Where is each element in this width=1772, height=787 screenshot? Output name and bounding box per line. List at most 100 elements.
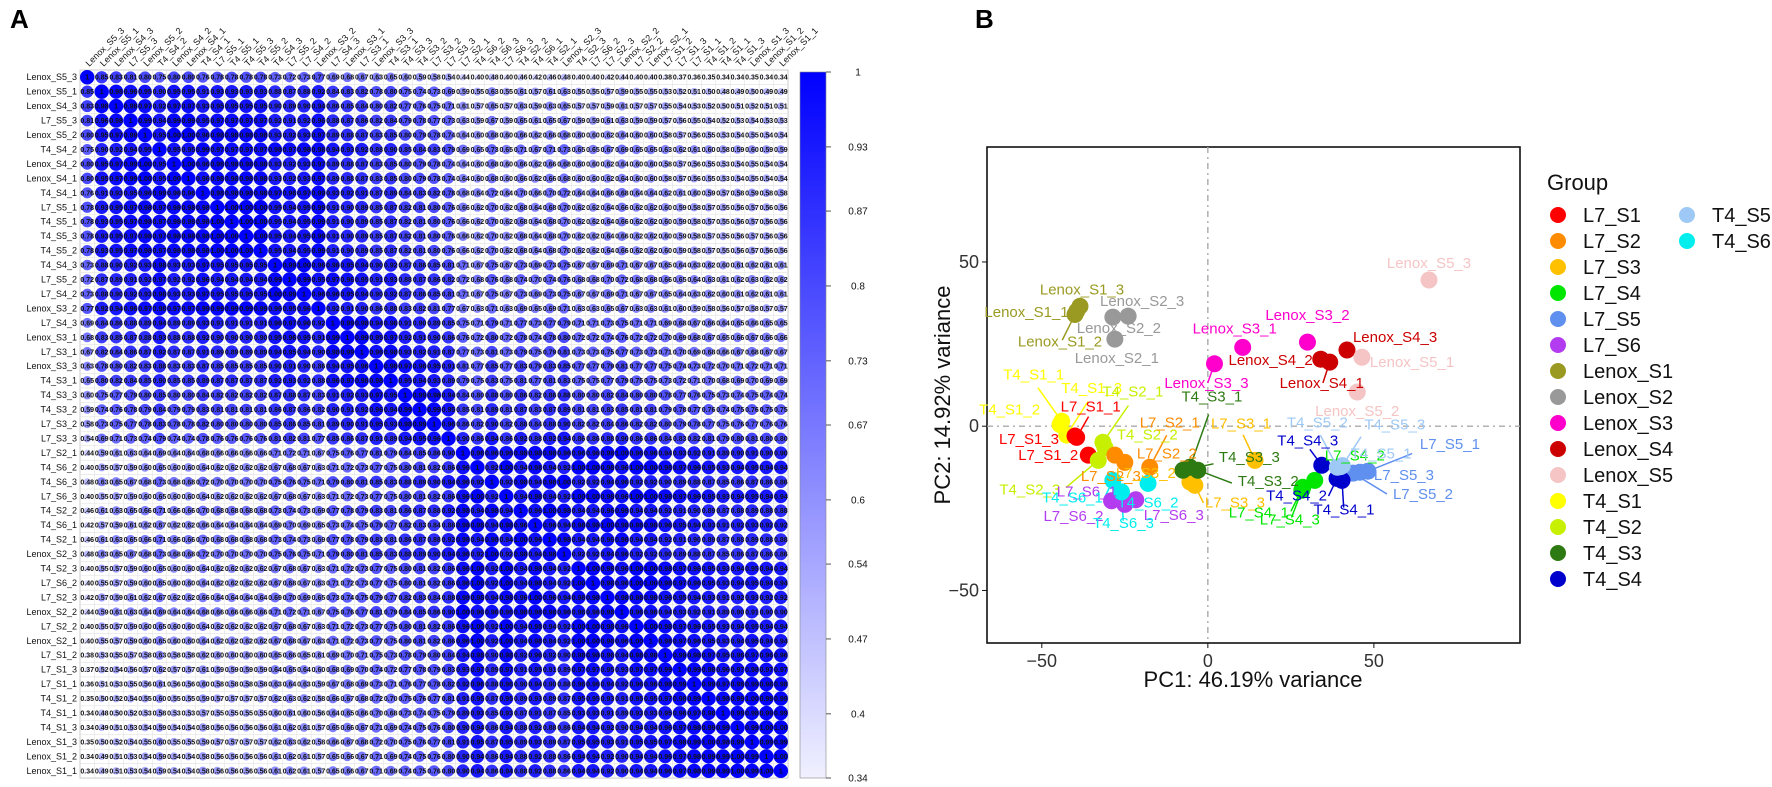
correlation-value: 0.62	[283, 725, 297, 732]
correlation-value: 0.75	[471, 378, 485, 385]
correlation-value: 0.92	[341, 393, 355, 400]
correlation-value: 0.96	[557, 450, 571, 457]
correlation-value: 0.74	[341, 595, 355, 602]
correlation-value: 0.98	[586, 595, 600, 602]
correlation-value: 0.92	[297, 378, 311, 385]
correlation-value: 0.68	[485, 176, 499, 183]
correlation-value: 0.87	[196, 364, 210, 371]
correlation-circle	[544, 173, 555, 184]
correlation-value: 0.56	[687, 176, 701, 183]
correlation-value: 0.69	[153, 450, 167, 457]
correlation-value: 0.72	[456, 277, 470, 284]
correlation-circle	[81, 85, 94, 98]
correlation-value: 0.62	[745, 291, 759, 298]
correlation-circle	[690, 102, 699, 111]
correlation-value: 1	[634, 624, 638, 631]
correlation-value: 0.54	[167, 725, 181, 732]
correlation-value: 0.77	[369, 580, 383, 587]
correlation-value: 0.99	[716, 754, 730, 761]
correlation-value: 0.88	[312, 378, 326, 385]
correlation-value: 0.78	[167, 422, 181, 429]
correlation-value: 0.62	[283, 754, 297, 761]
correlation-value: 0.95	[673, 595, 687, 602]
correlation-value: 0.97	[471, 667, 485, 674]
correlation-value: 0.62	[774, 277, 788, 284]
correlation-value: 0.92	[557, 566, 571, 573]
correlation-value: 0.94	[312, 104, 326, 111]
correlation-value: 0.80	[138, 75, 152, 82]
row-label: T4_S4_2	[40, 144, 77, 154]
correlation-value: 0.68	[138, 552, 152, 559]
correlation-value: 1	[114, 104, 118, 111]
correlation-value: 0.91	[341, 407, 355, 414]
correlation-value: 0.81	[124, 75, 138, 82]
correlation-value: 0.86	[774, 552, 788, 559]
correlation-value: 0.90	[210, 335, 224, 342]
correlation-value: 0.82	[210, 393, 224, 400]
correlation-value: 0.96	[658, 754, 672, 761]
correlation-value: 0.67	[297, 465, 311, 472]
correlation-value: 0.56	[312, 711, 326, 718]
correlation-value: 0.86	[630, 436, 644, 443]
correlation-value: 0.98	[384, 349, 398, 356]
correlation-value: 0.77	[413, 682, 427, 689]
correlation-circle	[283, 99, 296, 113]
correlation-value: 0.96	[456, 479, 470, 486]
correlation-value: 0.90	[760, 609, 774, 616]
correlation-value: 0.95	[745, 638, 759, 645]
correlation-circle	[340, 142, 355, 157]
correlation-value: 0.98	[485, 537, 499, 544]
correlation-value: 0.98	[572, 653, 586, 660]
correlation-value: 0.98	[138, 234, 152, 241]
correlation-value: 0.71	[268, 450, 282, 457]
correlation-value: 0.67	[630, 263, 644, 270]
correlation-circle	[340, 128, 354, 142]
correlation-value: 0.62	[210, 624, 224, 631]
correlation-value: 0.58	[312, 696, 326, 703]
correlation-value: 0.96	[341, 277, 355, 284]
correlation-circle	[530, 173, 540, 183]
correlation-value: 0.89	[615, 711, 629, 718]
correlation-value: 0.60	[658, 205, 672, 212]
correlation-value: 1.00	[760, 768, 774, 775]
correlation-circle	[399, 129, 411, 141]
correlation-value: 1	[172, 161, 176, 168]
correlation-circle	[675, 102, 684, 111]
correlation-value: 0.87	[557, 739, 571, 746]
correlation-value: 0.79	[413, 176, 427, 183]
correlation-value: 0.61	[268, 768, 282, 775]
correlation-value: 0.62	[572, 205, 586, 212]
correlation-value: 0.95	[268, 205, 282, 212]
correlation-value: 0.95	[182, 147, 196, 154]
correlation-value: 0.96	[572, 450, 586, 457]
correlation-value: 0.96	[586, 609, 600, 616]
correlation-value: 0.54	[109, 667, 123, 674]
correlation-circle	[763, 74, 769, 80]
correlation-value: 0.83	[196, 407, 210, 414]
correlation-value: 0.95	[109, 219, 123, 226]
correlation-value: 0.96	[471, 682, 485, 689]
correlation-value: 0.60	[687, 190, 701, 197]
correlation-value: 0.82	[312, 407, 326, 414]
correlation-value: 0.76	[413, 739, 427, 746]
correlation-value: 0.91	[456, 696, 470, 703]
correlation-value: 0.96	[586, 682, 600, 689]
correlation-value: 0.66	[196, 595, 210, 602]
correlation-value: 0.86	[268, 407, 282, 414]
correlation-value: 0.69	[528, 291, 542, 298]
correlation-value: 0.87	[543, 407, 557, 414]
correlation-circle	[311, 142, 326, 157]
correlation-value: 0.98	[514, 552, 528, 559]
correlation-value: 0.74	[398, 768, 412, 775]
correlation-value: 0.94	[254, 277, 268, 284]
correlation-value: 0.91	[615, 739, 629, 746]
correlation-value: 0.87	[702, 552, 716, 559]
correlation-value: 1.00	[225, 234, 239, 241]
correlation-value: 0.99	[153, 190, 167, 197]
correlation-value: 0.98	[615, 508, 629, 515]
correlation-value: 0.97	[673, 494, 687, 501]
correlation-circle	[340, 186, 354, 200]
row-label: L7_S3_1	[41, 347, 77, 357]
correlation-value: 0.88	[687, 552, 701, 559]
correlation-value: 0.61	[615, 104, 629, 111]
